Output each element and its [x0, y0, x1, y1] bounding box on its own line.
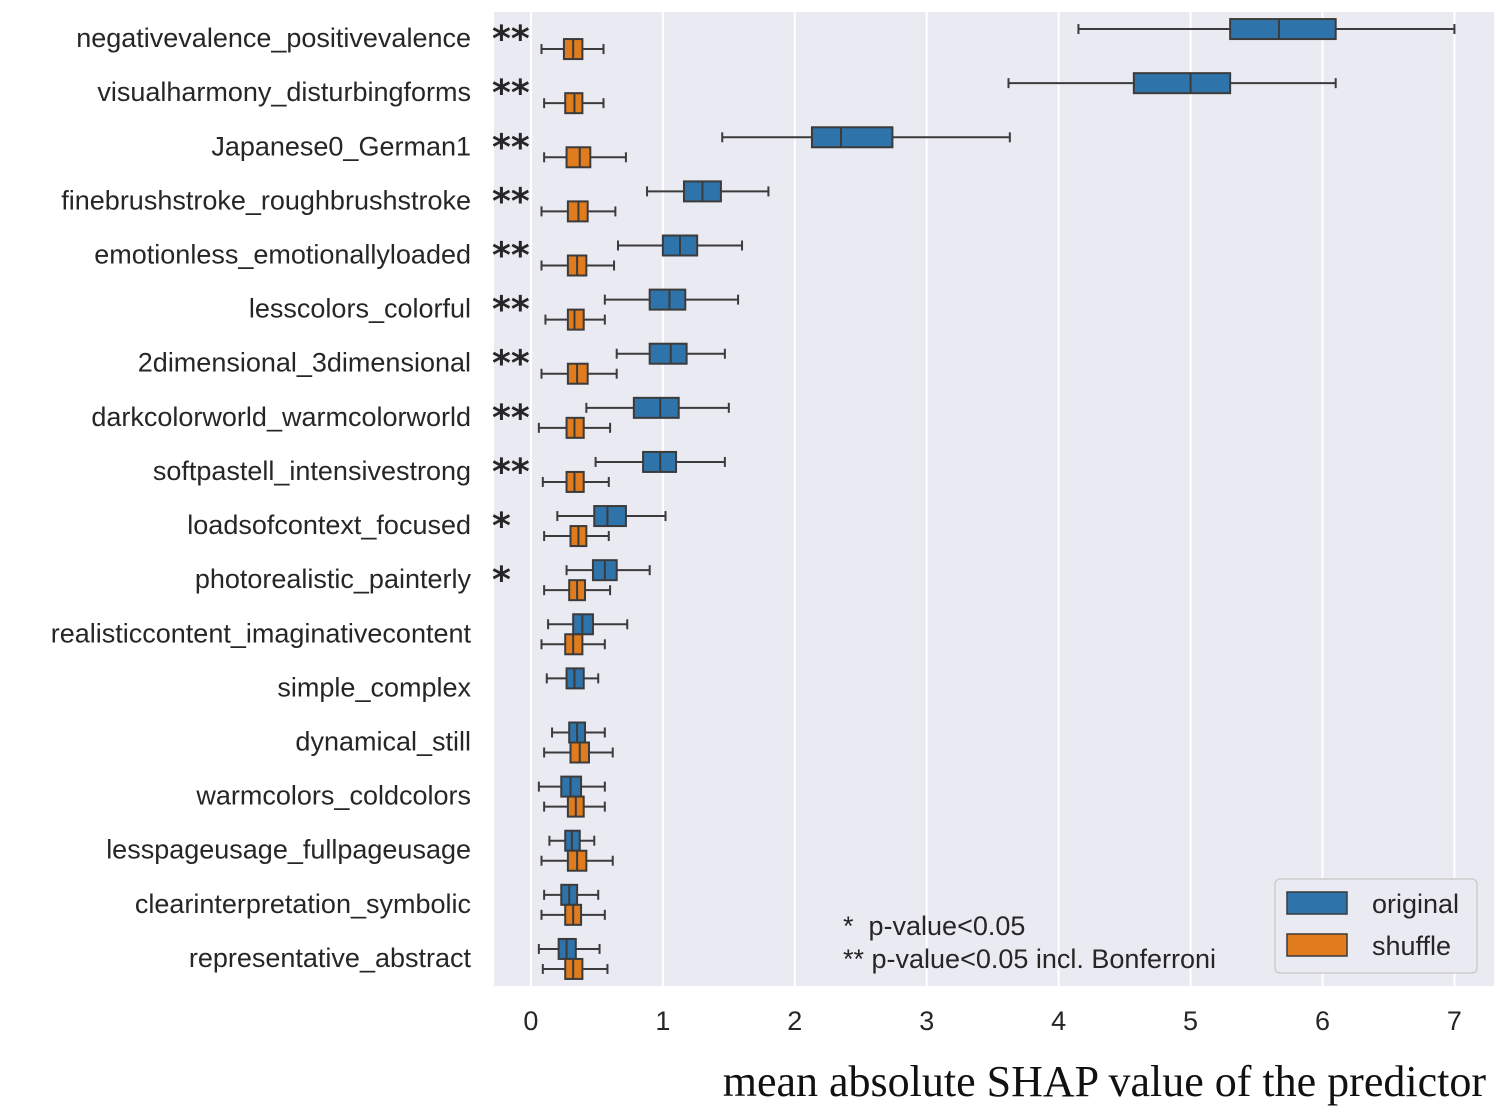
box-shuffle-8	[541, 470, 610, 493]
box-original-7	[585, 396, 730, 419]
category-label-4: emotionless_emotionallyloaded	[94, 240, 471, 270]
box-shuffle-7	[537, 416, 612, 439]
x-axis-ticks: 0 1 2 3 4 5 6 7	[523, 1006, 1462, 1036]
legend-label-shuffle: shuffle	[1372, 931, 1451, 961]
box-shuffle-0	[540, 38, 605, 61]
x-tick-label-1: 1	[655, 1006, 670, 1036]
legend-swatch-shuffle	[1286, 933, 1348, 957]
box-plots	[537, 18, 1456, 980]
annotation-line-1: * p-value<0.05	[843, 911, 1025, 941]
box-original-1	[1007, 72, 1337, 95]
x-axis-label: mean absolute SHAP value of the predicto…	[723, 1057, 1487, 1106]
category-label-1: visualharmony_disturbingforms	[97, 77, 471, 107]
category-label-14: warmcolors_coldcolors	[195, 781, 471, 811]
category-label-17: representative_abstract	[189, 943, 472, 973]
significance-marker-2: **	[492, 127, 530, 168]
category-label-0: negativevalence_positivevalence	[76, 23, 471, 53]
grid-lines	[529, 12, 1456, 986]
annotation-line-2: ** p-value<0.05 incl. Bonferroni	[843, 944, 1216, 974]
significance-marker-7: **	[492, 398, 530, 439]
significance-marker-1: **	[492, 73, 530, 114]
x-tick-label-2: 2	[787, 1006, 802, 1036]
box-shuffle-11	[540, 633, 606, 656]
iqr-box	[565, 146, 592, 169]
box-shuffle-9	[543, 525, 610, 548]
category-label-15: lesspageusage_fullpageusage	[106, 835, 471, 865]
box-shuffle-6	[540, 362, 618, 385]
significance-marker-8: **	[492, 452, 530, 493]
category-label-6: 2dimensional_3dimensional	[138, 348, 471, 378]
box-shuffle-3	[540, 200, 617, 223]
box-original-9	[556, 505, 667, 528]
box-shuffle-4	[540, 254, 616, 277]
box-original-10	[565, 559, 651, 582]
box-shuffle-16	[540, 903, 606, 926]
x-tick-label-4: 4	[1051, 1006, 1066, 1036]
box-shuffle-15	[540, 849, 614, 872]
box-shuffle-14	[543, 795, 606, 818]
box-original-8	[594, 450, 726, 473]
box-original-6	[615, 342, 726, 365]
significance-marker-10: *	[492, 560, 511, 601]
box-original-2	[721, 126, 1011, 149]
legend-label-original: original	[1372, 889, 1459, 919]
category-label-10: photorealistic_painterly	[195, 564, 472, 594]
iqr-box	[1229, 18, 1337, 41]
iqr-box	[648, 342, 688, 365]
legend: original shuffle	[1274, 878, 1478, 974]
category-label-13: dynamical_still	[295, 727, 471, 757]
x-tick-label-5: 5	[1183, 1006, 1198, 1036]
iqr-box	[810, 126, 894, 149]
plot-background	[494, 12, 1494, 986]
box-original-4	[617, 234, 744, 257]
category-labels: negativevalence_positivevalence visualhar…	[51, 23, 472, 973]
box-original-5	[603, 288, 740, 311]
significance-marker-3: **	[492, 181, 530, 222]
significance-marker-9: *	[492, 506, 511, 547]
box-shuffle-1	[543, 92, 605, 115]
iqr-box	[648, 288, 687, 311]
box-shuffle-17	[541, 957, 609, 980]
category-label-2: Japanese0_German1	[211, 131, 471, 161]
x-tick-label-6: 6	[1315, 1006, 1330, 1036]
category-label-8: softpastell_intensivestrong	[153, 456, 471, 486]
significance-marker-0: **	[492, 19, 530, 60]
box-original-12	[545, 667, 600, 690]
significance-marker-6: **	[492, 344, 530, 385]
box-original-17	[537, 937, 601, 960]
iqr-box	[566, 308, 585, 331]
category-label-9: loadsofcontext_focused	[187, 510, 471, 540]
box-original-0	[1077, 18, 1456, 41]
iqr-box	[593, 505, 627, 528]
box-original-16	[543, 883, 600, 906]
significance-marker-4: **	[492, 236, 530, 277]
x-tick-label-3: 3	[919, 1006, 934, 1036]
significance-marker-5: **	[492, 290, 530, 331]
significance-markers: ********************	[492, 19, 530, 601]
category-label-11: realisticcontent_imaginativecontent	[51, 618, 472, 648]
annotation-note: * p-value<0.05 ** p-value<0.05 incl. Bon…	[843, 911, 1216, 974]
legend-swatch-original	[1286, 891, 1348, 915]
category-label-7: darkcolorworld_warmcolorworld	[91, 402, 471, 432]
category-label-5: lesscolors_colorful	[249, 294, 471, 324]
category-label-12: simple_complex	[277, 672, 471, 702]
box-original-3	[646, 180, 770, 203]
x-tick-label-0: 0	[523, 1006, 538, 1036]
box-original-14	[537, 775, 606, 798]
box-shuffle-10	[543, 579, 612, 602]
category-label-16: clearinterpretation_symbolic	[135, 889, 471, 919]
box-shuffle-5	[544, 308, 606, 331]
x-tick-label-7: 7	[1447, 1006, 1462, 1036]
box-shuffle-13	[543, 741, 614, 764]
iqr-box	[632, 396, 680, 419]
iqr-box	[1132, 72, 1232, 95]
box-shuffle-2	[543, 146, 627, 169]
category-label-3: finebrushstroke_roughbrushstroke	[61, 185, 471, 215]
